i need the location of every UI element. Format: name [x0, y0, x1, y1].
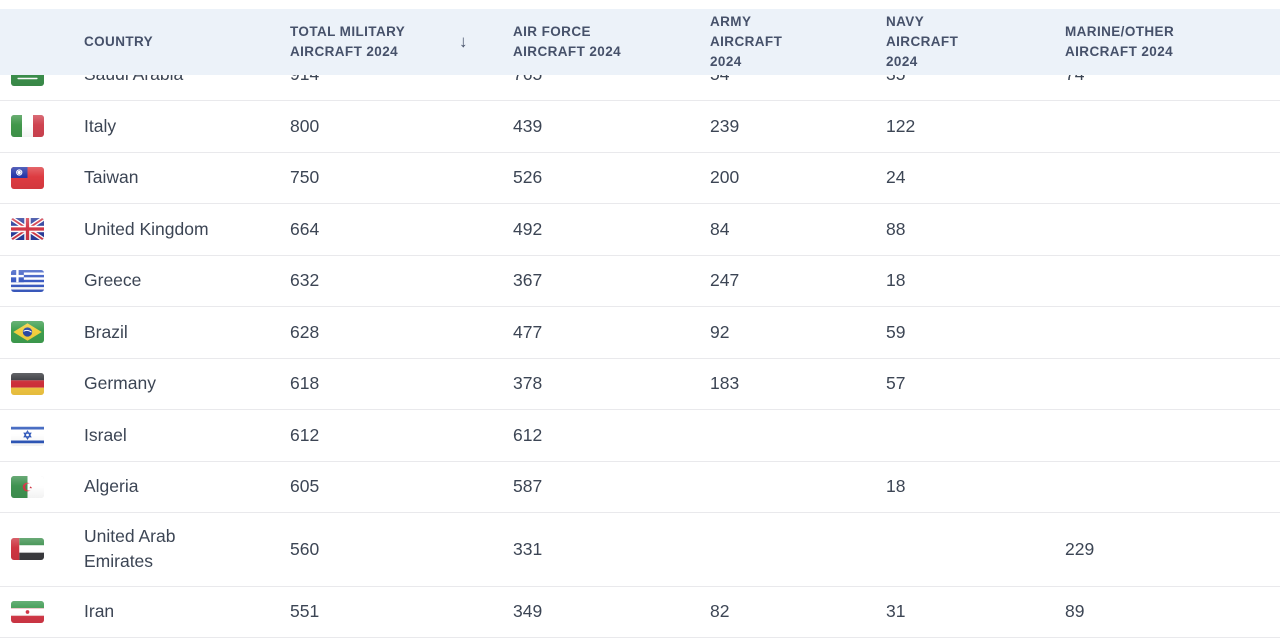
united-kingdom-flag-icon	[11, 218, 44, 241]
table-row: Brazil 628 477 92 59	[0, 307, 1280, 359]
header-country[interactable]: COUNTRY	[84, 32, 290, 52]
total-aircraft-value: 618	[290, 373, 320, 394]
country-name: Taiwan	[84, 167, 139, 188]
taiwan-flag-icon	[11, 166, 44, 189]
air-force-value: 587	[513, 476, 543, 497]
total-aircraft-value: 664	[290, 218, 320, 239]
header-country-label: COUNTRY	[84, 33, 154, 49]
aircraft-table-body: Saudi Arabia 914 765 54 35 74 Italy 800 …	[0, 49, 1280, 638]
greece-flag-icon	[11, 269, 44, 292]
country-name: Brazil	[84, 321, 128, 342]
header-army-aircraft[interactable]: ARMY AIRCRAFT 2024	[710, 12, 886, 73]
header-marine-other-label: MARINE/OTHER AIRCRAFT 2024	[1065, 23, 1175, 59]
navy-value: 18	[886, 476, 906, 497]
navy-value: 122	[886, 115, 916, 136]
navy-value: 31	[886, 601, 906, 622]
country-name: Germany	[84, 373, 156, 394]
air-force-value: 349	[513, 601, 543, 622]
air-force-value: 526	[513, 167, 543, 188]
army-value: 82	[710, 601, 730, 622]
sort-descending-icon[interactable]: ↓	[459, 32, 468, 52]
total-aircraft-value: 750	[290, 167, 320, 188]
air-force-value: 439	[513, 115, 543, 136]
total-aircraft-value: 605	[290, 476, 320, 497]
header-marine-other-aircraft[interactable]: MARINE/OTHER AIRCRAFT 2024	[1065, 22, 1280, 63]
united-arab-emirates-flag-icon	[11, 538, 44, 561]
table-row: Algeria 605 587 18	[0, 461, 1280, 513]
total-aircraft-value: 632	[290, 270, 320, 291]
total-aircraft-value: 800	[290, 115, 320, 136]
country-name: United Arab Emirates	[84, 525, 176, 572]
air-force-value: 477	[513, 321, 543, 342]
navy-value: 57	[886, 373, 906, 394]
iran-flag-icon	[11, 600, 44, 623]
total-aircraft-value: 551	[290, 601, 320, 622]
algeria-flag-icon	[11, 475, 44, 498]
total-aircraft-value: 612	[290, 424, 320, 445]
total-aircraft-value: 628	[290, 321, 320, 342]
navy-value: 88	[886, 218, 906, 239]
italy-flag-icon	[11, 115, 44, 138]
table-row: Greece 632 367 247 18	[0, 255, 1280, 307]
army-value: 183	[710, 373, 740, 394]
army-value: 92	[710, 321, 730, 342]
table-row: United Arab Emirates 560 331 229	[0, 513, 1280, 587]
army-value: 84	[710, 218, 730, 239]
table-header: COUNTRY TOTAL MILITARY AIRCRAFT 2024 ↓ A…	[0, 9, 1280, 75]
header-army-label: ARMY AIRCRAFT 2024	[710, 13, 783, 70]
israel-flag-icon	[11, 424, 44, 447]
country-name: United Kingdom	[84, 218, 209, 239]
marine-other-value: 89	[1065, 601, 1085, 622]
header-navy-aircraft[interactable]: NAVY AIRCRAFT 2024	[886, 12, 1065, 73]
total-aircraft-value: 560	[290, 538, 320, 559]
header-air-force-label: AIR FORCE AIRCRAFT 2024	[513, 23, 622, 59]
brazil-flag-icon	[11, 321, 44, 344]
country-name: Israel	[84, 424, 127, 445]
table-row: Iran 551 349 82 31 89	[0, 586, 1280, 638]
air-force-value: 367	[513, 270, 543, 291]
header-total-military-aircraft[interactable]: TOTAL MILITARY AIRCRAFT 2024 ↓	[290, 22, 513, 63]
air-force-value: 378	[513, 373, 543, 394]
header-total-label: TOTAL MILITARY AIRCRAFT 2024	[290, 23, 405, 59]
air-force-value: 612	[513, 424, 543, 445]
army-value: 200	[710, 167, 740, 188]
germany-flag-icon	[11, 372, 44, 395]
country-name: Italy	[84, 115, 117, 136]
navy-value: 18	[886, 270, 906, 291]
table-row: Germany 618 378 183 57	[0, 358, 1280, 410]
air-force-value: 492	[513, 218, 543, 239]
navy-value: 24	[886, 167, 906, 188]
marine-other-value: 229	[1065, 538, 1095, 559]
navy-value: 59	[886, 321, 906, 342]
table-row: Taiwan 750 526 200 24	[0, 152, 1280, 204]
army-value: 247	[710, 270, 740, 291]
table-row: United Kingdom 664 492 84 88	[0, 204, 1280, 256]
header-navy-label: NAVY AIRCRAFT 2024	[886, 13, 959, 70]
army-value: 239	[710, 115, 740, 136]
country-name: Greece	[84, 270, 142, 291]
table-row: Israel 612 612	[0, 410, 1280, 462]
country-name: Iran	[84, 601, 115, 622]
table-row: Italy 800 439 239 122	[0, 101, 1280, 153]
country-name: Algeria	[84, 476, 139, 497]
header-air-force-aircraft[interactable]: AIR FORCE AIRCRAFT 2024	[513, 22, 710, 63]
air-force-value: 331	[513, 538, 543, 559]
